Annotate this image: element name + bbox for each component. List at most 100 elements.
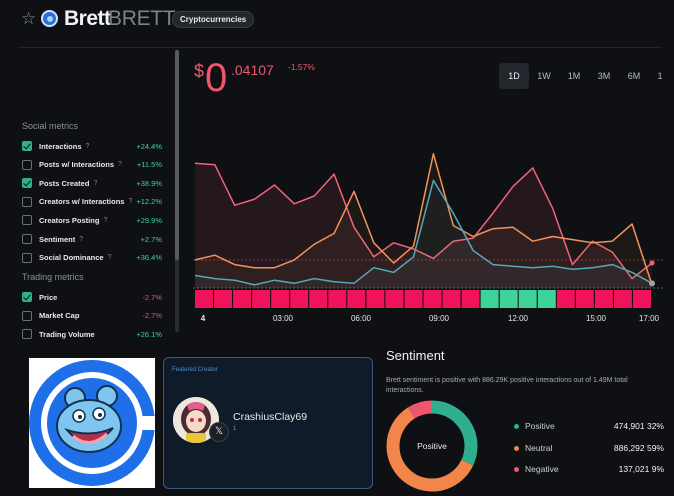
help-icon[interactable]: ? — [107, 254, 112, 262]
social-metric-checkbox[interactable] — [22, 215, 32, 226]
help-icon[interactable]: ? — [93, 179, 98, 187]
trading-metric-change: -2.7% — [142, 311, 162, 321]
creator-name[interactable]: CrashiusClay69 — [233, 411, 308, 423]
sentiment-bar — [195, 290, 213, 308]
series-area-0 — [195, 163, 652, 288]
coin-avatar-image — [29, 358, 155, 488]
trading-metric-checkbox[interactable] — [22, 329, 32, 340]
sentiment-bar — [499, 290, 518, 308]
price-change: -1.57% — [288, 62, 315, 72]
sentiment-donut-chart[interactable] — [386, 400, 478, 492]
trading-metric-label: Price — [39, 292, 58, 302]
social-metric-checkbox[interactable] — [22, 141, 32, 151]
social-metric-label: Social Dominance — [39, 253, 104, 263]
trading-metric-change: +26.1% — [136, 329, 162, 339]
social-metric-label: Creators w/ Interactions — [39, 197, 125, 207]
trading-metric-label: Market Cap — [39, 311, 80, 321]
favorite-star-icon[interactable]: ☆ — [21, 9, 37, 28]
help-icon[interactable]: ? — [85, 142, 90, 150]
social-metric-row[interactable]: Posts w/ Interactions? +11.5% — [22, 158, 162, 172]
sentiment-bar — [328, 290, 347, 308]
sentiment-bar — [633, 290, 651, 308]
donut-center-label: Positive — [417, 441, 447, 451]
sentiment-bar — [309, 290, 328, 308]
sentiment-bar — [233, 290, 252, 308]
social-metric-label: Sentiment — [39, 234, 76, 244]
series-line-price — [194, 179, 653, 286]
price-integer: 0 — [205, 56, 228, 100]
sentiment-bar — [442, 290, 461, 308]
social-metric-checkbox[interactable] — [22, 159, 32, 170]
legend-dot — [514, 445, 519, 451]
header-divider — [18, 47, 662, 48]
series-area-2 — [195, 180, 652, 288]
sentiment-description: Brett sentiment is positive with 886.29K… — [386, 377, 628, 394]
help-icon[interactable]: ? — [103, 216, 108, 224]
x-tick-label: 12:00 — [508, 314, 529, 323]
trading-metric-row[interactable]: Price -2.7% — [22, 290, 162, 304]
trading-metric-checkbox[interactable] — [22, 310, 32, 321]
trading-metric-row[interactable]: Market Cap -2.7% — [22, 309, 162, 323]
category-badge[interactable]: Cryptocurrencies — [172, 11, 255, 28]
sentiment-legend-row: Neutral 886,292 59% — [514, 442, 664, 454]
x-tick-label: 15:00 — [586, 314, 607, 323]
metrics-chart[interactable]: 4 03:00 06:00 09:00 12:00 15:00 17:00 — [193, 110, 663, 330]
trading-metrics-heading: Trading metrics — [22, 272, 84, 282]
legend-value: 474,901 32% — [613, 421, 664, 431]
x-tick-label: 4 — [201, 314, 206, 323]
sentiment-legend-row: Negative 137,021 9% — [514, 463, 664, 475]
trading-metric-checkbox[interactable] — [22, 292, 32, 302]
social-metric-label: Interactions — [39, 141, 82, 151]
social-metrics-heading: Social metrics — [22, 121, 79, 131]
sentiment-bar — [575, 290, 594, 308]
trading-metric-change: -2.7% — [142, 292, 162, 302]
price-currency: $ — [194, 61, 205, 81]
social-metric-label: Creators Posting — [39, 215, 100, 225]
x-tick-label: 17:00 — [639, 314, 660, 323]
social-metric-row[interactable]: Interactions? +24.4% — [22, 139, 162, 153]
series-end-dot-price — [649, 280, 655, 287]
sidebar-scrollbar-thumb[interactable] — [175, 50, 179, 260]
social-metric-checkbox[interactable] — [22, 234, 32, 244]
social-metric-checkbox[interactable] — [22, 252, 32, 263]
x-logo-icon[interactable]: 𝕏 — [209, 422, 229, 442]
social-metric-row[interactable]: Sentiment? +2.7% — [22, 232, 162, 246]
social-metric-row[interactable]: Creators Posting? +29.9% — [22, 213, 162, 227]
series-end-dot-interactions — [649, 260, 655, 266]
legend-value: 886,292 59% — [613, 443, 664, 453]
sentiment-bar — [556, 290, 575, 308]
featured-creator-label: Featured Creator — [172, 367, 218, 373]
trading-metric-row[interactable]: Trading Volume +26.1% — [22, 327, 162, 341]
timeframe-6m[interactable]: 6M — [627, 71, 641, 81]
timeframe-3m[interactable]: 3M — [597, 71, 611, 81]
social-metric-row[interactable]: Posts Created? +38.9% — [22, 176, 162, 190]
social-metric-row[interactable]: Creators w/ Interactions? +12.2% — [22, 195, 162, 209]
social-metric-change: +38.9% — [136, 178, 162, 188]
legend-label: Neutral — [525, 443, 553, 453]
sentiment-bar — [518, 290, 537, 308]
timeframe-1w[interactable]: 1W — [537, 71, 551, 81]
social-metric-checkbox[interactable] — [22, 196, 32, 207]
sentiment-bar — [290, 290, 309, 308]
help-icon[interactable]: ? — [128, 198, 133, 206]
timeframe-1[interactable]: 1 — [657, 71, 663, 81]
timeframe-1m[interactable]: 1M — [567, 71, 581, 81]
creator-rank: 1 — [233, 426, 237, 432]
legend-label: Negative — [525, 464, 559, 474]
sentiment-bar — [252, 290, 271, 308]
sentiment-bar — [271, 290, 290, 308]
legend-label: Positive — [525, 421, 555, 431]
sentiment-bar — [214, 290, 232, 308]
help-icon[interactable]: ? — [79, 235, 84, 243]
x-tick-label: 06:00 — [351, 314, 372, 323]
trading-metric-label: Trading Volume — [39, 329, 95, 339]
series-line-posts-created — [194, 153, 653, 286]
social-metric-change: +2.7% — [140, 234, 162, 244]
timeframe-1d[interactable]: 1D — [499, 63, 529, 89]
social-metric-row[interactable]: Social Dominance? +36.4% — [22, 251, 162, 265]
social-metric-change: +12.2% — [136, 197, 162, 207]
help-icon[interactable]: ? — [118, 161, 122, 169]
sentiment-bar — [594, 290, 613, 308]
sentiment-bar — [537, 290, 556, 308]
social-metric-checkbox[interactable] — [22, 178, 32, 189]
